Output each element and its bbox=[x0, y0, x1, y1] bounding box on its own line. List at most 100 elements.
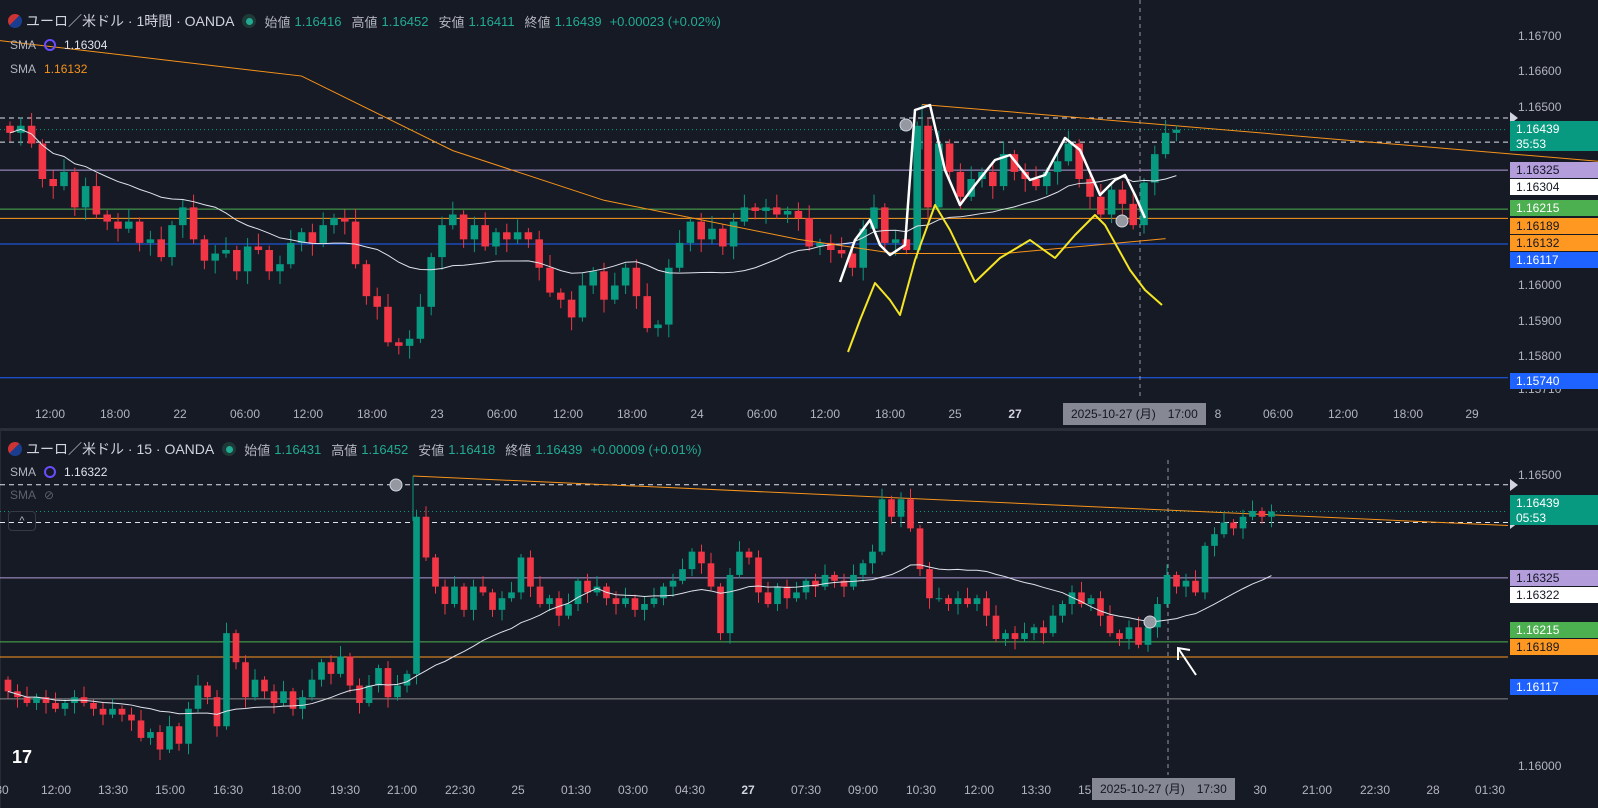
candle-down bbox=[1118, 189, 1127, 204]
candle-down bbox=[92, 186, 101, 215]
candle-down bbox=[362, 264, 371, 297]
time-axis-label: 8 bbox=[1214, 407, 1222, 421]
candle-up bbox=[280, 691, 287, 703]
candle-down bbox=[233, 250, 241, 272]
candle-up bbox=[850, 574, 857, 587]
open-value: 1.16431 bbox=[274, 441, 322, 457]
high-label: 高値 bbox=[351, 14, 378, 30]
candle-up bbox=[1182, 580, 1190, 587]
open-label: 始値 bbox=[244, 442, 271, 458]
candle-down bbox=[555, 598, 563, 616]
tradingview-logo[interactable]: 17 bbox=[12, 747, 33, 767]
bottom-sma2-legend[interactable]: SMA ⊘ bbox=[10, 488, 54, 502]
candle-up bbox=[621, 267, 630, 286]
candle-up bbox=[641, 604, 648, 610]
candle-down bbox=[23, 697, 31, 703]
candle-down bbox=[1097, 196, 1105, 215]
time-axis-label: 15:00 bbox=[154, 783, 186, 797]
candle-up bbox=[859, 563, 867, 575]
candle-down bbox=[827, 242, 835, 250]
candle-down bbox=[632, 267, 641, 297]
candle-down bbox=[698, 551, 705, 564]
candle-up bbox=[762, 207, 770, 211]
candle-down bbox=[395, 342, 403, 346]
price-axis-tick: 1.16500 bbox=[1518, 468, 1562, 482]
eye-hidden-icon[interactable]: ⊘ bbox=[44, 488, 55, 502]
candle-down bbox=[840, 580, 848, 587]
price-axis-tick: 1.15900 bbox=[1518, 314, 1562, 328]
candle-down bbox=[557, 292, 565, 300]
collapse-legend-button[interactable]: ^ bbox=[8, 511, 36, 531]
sma-label: SMA bbox=[10, 38, 37, 52]
candle-up bbox=[60, 171, 68, 187]
sma-fast-line bbox=[7, 564, 1272, 715]
bottom-symbol-title[interactable]: ユーロ／米ドル · 15 · OANDA bbox=[26, 441, 215, 457]
candle-up bbox=[394, 685, 401, 698]
candle-down bbox=[755, 557, 762, 593]
top-symbol-title[interactable]: ユーロ／米ドル · 1時間 · OANDA bbox=[26, 13, 235, 29]
candle-down bbox=[707, 563, 715, 587]
candle-down bbox=[1078, 592, 1085, 605]
candle-up bbox=[665, 267, 673, 325]
candle-up bbox=[1049, 615, 1057, 634]
arrow-annotation bbox=[1177, 647, 1197, 676]
candle-up bbox=[654, 324, 662, 329]
candle-down bbox=[535, 239, 543, 268]
time-axis-label: 22 bbox=[173, 407, 187, 421]
candle-up bbox=[427, 257, 435, 307]
candle-down bbox=[956, 171, 965, 197]
time-axis-label: 12:00 bbox=[40, 783, 72, 797]
bottom-sma1-legend[interactable]: SMA 1.16322 bbox=[10, 465, 107, 479]
candle-up bbox=[513, 232, 522, 240]
candle-down bbox=[261, 679, 268, 692]
bottom-chart-pane bbox=[0, 460, 1509, 775]
candle-down bbox=[157, 239, 165, 258]
close-value: 1.16439 bbox=[535, 441, 583, 457]
candle-up bbox=[546, 598, 553, 605]
candle-down bbox=[926, 569, 933, 599]
candle-down bbox=[384, 306, 392, 343]
high-value: 1.16452 bbox=[381, 13, 429, 29]
bottom-legend: ユーロ／米ドル · 15 · OANDA 始値 1.16431 高値 1.16452… bbox=[8, 439, 702, 459]
candle-up bbox=[650, 598, 658, 605]
candle-up bbox=[589, 271, 597, 286]
candle-down bbox=[103, 214, 111, 222]
top-sma2-legend[interactable]: SMA 1.16132 bbox=[10, 62, 87, 76]
price-tag: 1.15740 bbox=[1510, 373, 1598, 389]
low-label: 安値 bbox=[418, 442, 445, 458]
price-tag: 1.16189 bbox=[1510, 218, 1598, 234]
candle-down bbox=[481, 225, 489, 247]
candle-up bbox=[470, 225, 479, 240]
time-axis-label: 12:00 bbox=[552, 407, 584, 421]
candle-up bbox=[611, 285, 619, 300]
candle-up bbox=[574, 580, 582, 605]
candle-down bbox=[254, 246, 263, 250]
time-axis-label: 13:30 bbox=[1020, 783, 1052, 797]
candle-up bbox=[211, 253, 219, 261]
candle-up bbox=[223, 633, 230, 727]
sma-value: 1.16132 bbox=[44, 62, 88, 76]
candle-down bbox=[697, 221, 705, 240]
candle-down bbox=[242, 662, 249, 698]
candle-up bbox=[413, 516, 420, 674]
candle-up bbox=[669, 580, 677, 587]
candle-down bbox=[156, 732, 164, 750]
crosshair-time-tooltip: 2025-10-27 (月) 17:00 bbox=[1063, 403, 1206, 425]
close-value: 1.16439 bbox=[554, 13, 602, 29]
candle-down bbox=[567, 299, 576, 318]
time-axis-label: 28 bbox=[1426, 783, 1440, 797]
time-axis-label: 21:00 bbox=[1301, 783, 1333, 797]
loading-icon bbox=[44, 466, 57, 478]
candle-up bbox=[1068, 592, 1076, 605]
candle-down bbox=[1075, 143, 1083, 179]
candle-down bbox=[805, 218, 813, 247]
candle-down bbox=[213, 697, 221, 727]
trend-line bbox=[412, 475, 1509, 526]
candle-down bbox=[1040, 627, 1047, 634]
top-sma1-legend[interactable]: SMA 1.16304 bbox=[10, 38, 107, 52]
candle-down bbox=[341, 218, 349, 222]
candle-down bbox=[837, 250, 846, 254]
price-axis-tick: 1.16000 bbox=[1518, 759, 1562, 773]
time-axis-label: 03:00 bbox=[617, 783, 649, 797]
